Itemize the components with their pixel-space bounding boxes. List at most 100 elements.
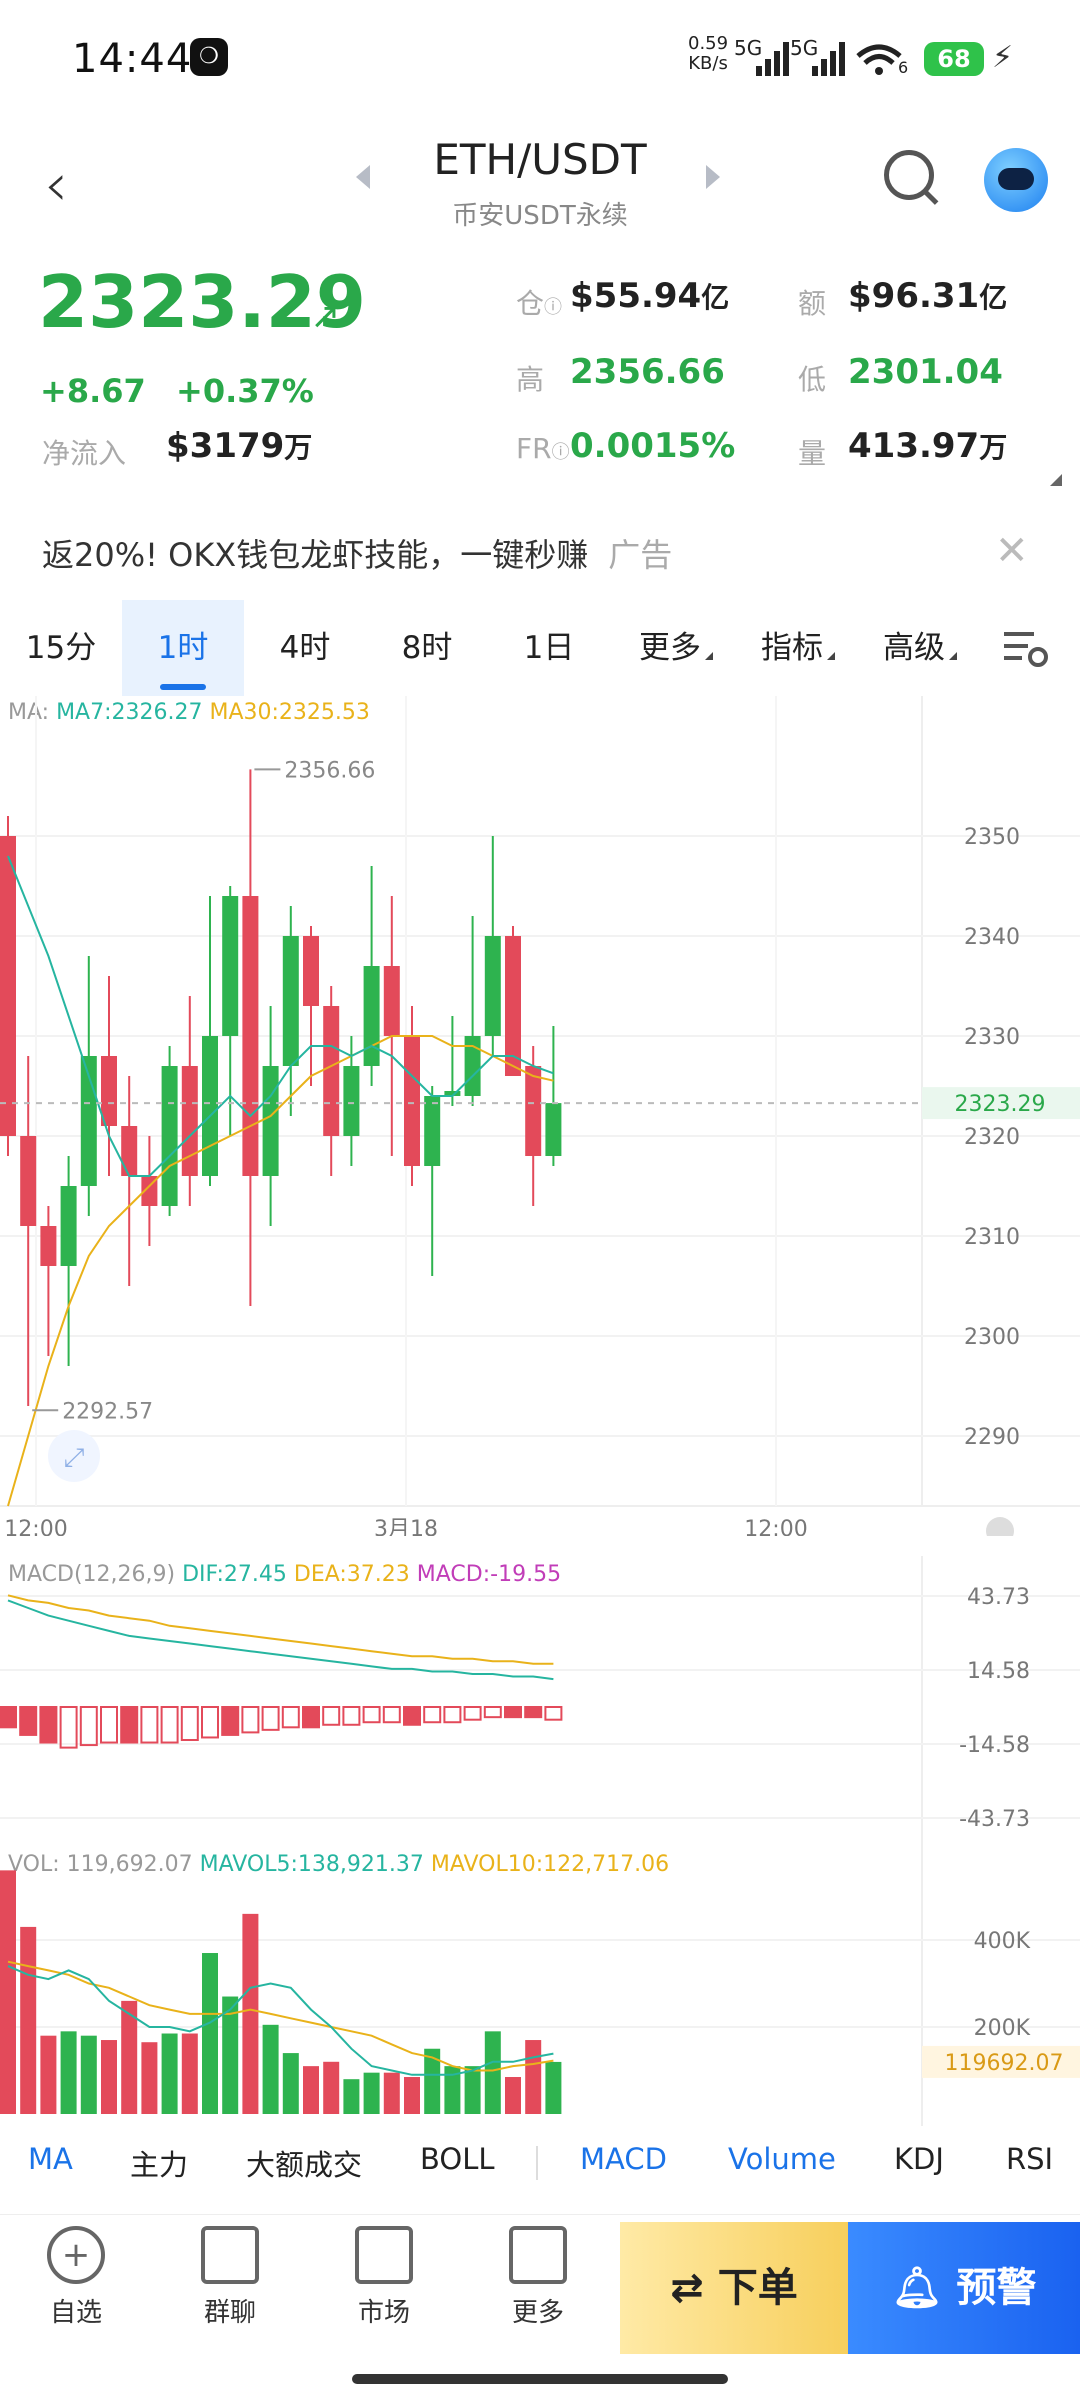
tab-indicators-label: 指标 [761,630,823,666]
macd-histogram-bar [79,1706,98,1747]
ma30-line [7,1035,554,1507]
signal-bars-icon-2 [812,42,845,76]
nav-market[interactable]: 市场 [324,2226,444,2329]
expand-icon [48,1430,100,1482]
info-icon-2[interactable]: ⓘ [551,442,570,463]
indicator-large-trades[interactable]: 大额成交 [246,2148,363,2182]
tab-more[interactable]: 更多 [626,600,726,696]
candle-body [545,1103,562,1156]
amount-label: 额 [798,287,827,320]
indicator-rsi[interactable]: RSI [1006,2142,1054,2176]
price-alert-label: 预警 [956,2265,1037,2311]
fr-label-text: FR [516,432,552,465]
ad-banner[interactable]: 返20%! OKX钱包龙虾技能，一键秒赚 广告 [42,530,672,576]
nav-group-chat-label: 群聊 [203,2298,256,2328]
nav-group-chat[interactable]: 群聊 [170,2226,290,2329]
info-icon[interactable]: ⓘ [544,297,563,318]
oi-value: $55.94 [570,276,702,316]
home-indicator[interactable] [352,2374,728,2384]
nav-more[interactable]: 更多 [478,2226,598,2329]
volume-bar [484,2031,501,2114]
macd-histogram-bar [19,1706,38,1736]
ma7-legend: MA7:2326.27 [56,700,203,725]
volume-bar [383,2072,400,2114]
caret-icon [949,652,957,660]
oi-value-group: $55.94亿 [570,276,729,316]
candlestick-chart[interactable]: 2350 2340 2330 2320 2310 2300 2290 12:00 3月18 12:… [0,696,1080,1536]
low-label: 低 [798,363,827,396]
tab-1d[interactable]: 1日 [523,630,575,666]
volume-value-group: 413.97万 [848,426,1007,466]
volume-chart[interactable]: 400K 200K 119692.07 [0,1846,1080,2126]
mavol10-legend: MAVOL10:122,717.06 [430,1852,670,1877]
macd-histogram-bar [160,1706,179,1744]
volume-bar [121,2000,138,2114]
nav-watchlist[interactable]: + 自选 [16,2226,136,2329]
oi-label-text: 仓 [516,287,545,320]
indicator-kdj[interactable]: KDJ [894,2142,944,2176]
volume-bar [141,2042,158,2114]
macd-histogram-bar [504,1706,522,1719]
volume-bar [323,2061,340,2114]
indicator-macd[interactable]: MACD [580,2142,667,2176]
place-order-button[interactable]: ⇄ 下单 [620,2222,848,2354]
back-button[interactable]: ‹ [44,150,68,220]
high-value: 2356.66 [570,352,725,392]
price-change-pct: +0.37% [176,372,314,410]
macd-tick-label: -14.58 [959,1733,1030,1758]
chart-settings-icon[interactable] [1004,628,1048,668]
macd-histogram-bar [322,1706,341,1726]
tab-indicators[interactable]: 指标 [748,600,848,696]
indicator-boll[interactable]: BOLL [420,2142,495,2176]
candle-body [363,966,380,1066]
pair-title[interactable]: ETH/USDT [433,135,647,184]
candle-body [222,896,239,1036]
indicator-ma[interactable]: MA [28,2142,73,2176]
price-up-arrow-icon: ↗ [310,296,341,337]
place-order-label: 下单 [717,2265,798,2311]
swap-icon: ⇄ [670,2265,718,2311]
indicator-main-force[interactable]: 主力 [130,2148,189,2182]
tab-15m[interactable]: 15分 [25,630,97,666]
macd-histogram-bar [443,1706,462,1724]
netflow-unit: 万 [284,431,313,464]
ad-text: 返20%! OKX钱包龙虾技能，一键秒赚 [42,536,589,574]
ma-legend: MA: MA7:2326.27 MA30:2325.53 [8,700,370,725]
volume-bar [545,2061,562,2114]
mavol5-line [7,1965,554,2076]
indicator-volume[interactable]: Volume [728,2142,836,2176]
last-volume-tag: 119692.07 [945,2051,1064,2076]
macd-value-legend: MACD:-19.55 [416,1562,562,1587]
tab-1h[interactable]: 1时 [122,600,244,696]
volume-bar [424,2048,441,2114]
netflow-value: $3179 [166,426,285,466]
volume-bar [363,2072,380,2114]
macd-histogram-bar [463,1706,482,1721]
macd-chart[interactable]: 43.73 14.58 -14.58 -43.73 [0,1556,1080,1846]
status-time: 14:44 [72,36,193,82]
tab-8h[interactable]: 8时 [401,630,453,666]
robot-assistant-icon[interactable] [984,148,1048,212]
candle-body [161,1066,178,1206]
tab-advanced-label: 高级 [883,630,945,666]
search-icon[interactable] [884,150,934,200]
volume-bar [0,1870,16,2114]
tab-4h[interactable]: 4时 [279,630,331,666]
macd-histogram-bar [140,1706,159,1744]
amount-value: $96.31 [848,276,980,316]
price-alert-button[interactable]: 🔔︎ 预警 [848,2222,1080,2354]
time-label: 3月18 [374,1517,438,1536]
macd-histogram-bar [221,1706,240,1736]
macd-histogram-bar [59,1706,78,1749]
network-speed-unit: KB/s [688,53,728,74]
nav-market-label: 市场 [357,2298,410,2328]
candle-body [141,1176,158,1206]
close-ad-icon[interactable]: ✕ [995,528,1029,574]
tab-advanced[interactable]: 高级 [870,600,970,696]
expand-corner-icon[interactable] [1050,474,1062,486]
next-pair-arrow-icon[interactable] [706,165,720,189]
plus-circle-icon: + [47,2226,105,2284]
prev-pair-arrow-icon[interactable] [356,165,370,189]
candle-body [484,936,501,1036]
signal-bars-icon [756,42,789,76]
